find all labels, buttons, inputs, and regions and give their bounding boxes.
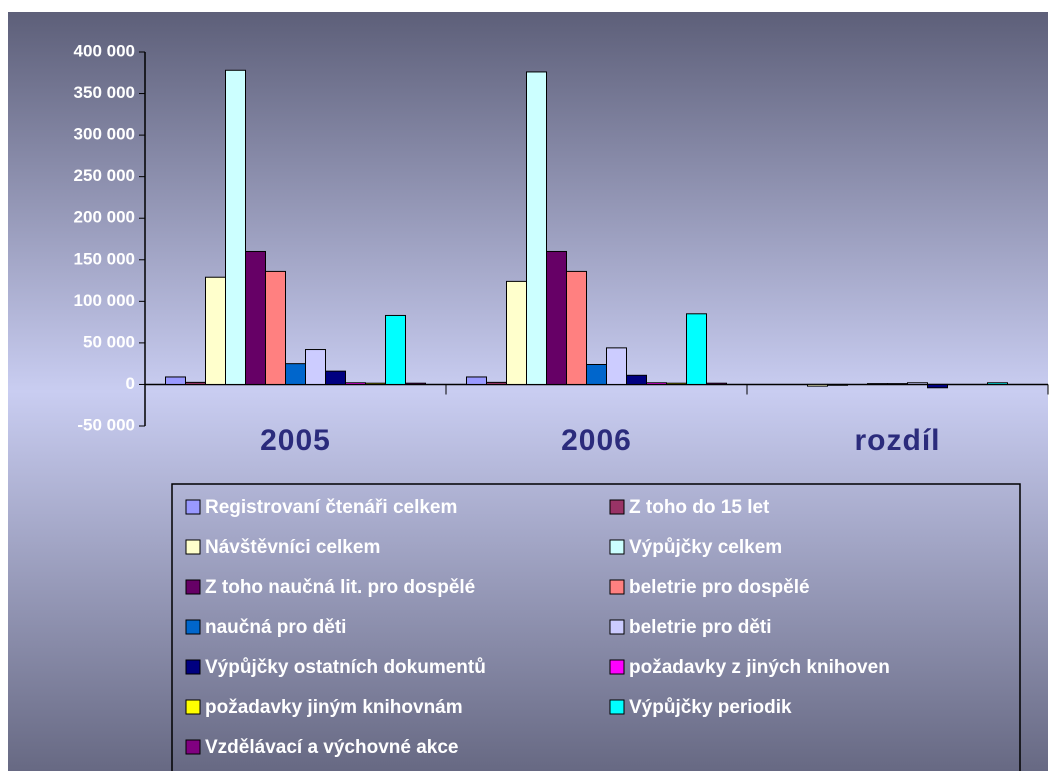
legend-swatch bbox=[609, 499, 625, 515]
legend-swatch bbox=[609, 619, 625, 635]
bar bbox=[405, 382, 426, 385]
bar bbox=[526, 71, 547, 385]
legend-swatch bbox=[185, 659, 201, 675]
x-tick-label: 2005 bbox=[260, 424, 331, 457]
legend-swatch bbox=[609, 659, 625, 675]
bar bbox=[586, 363, 607, 385]
bar bbox=[666, 382, 687, 385]
bar bbox=[506, 280, 527, 385]
bar bbox=[486, 381, 507, 385]
bar bbox=[546, 250, 567, 385]
bar bbox=[325, 370, 346, 385]
legend-swatch bbox=[609, 579, 625, 595]
bar bbox=[185, 381, 206, 385]
legend-label: Výpůjčky celkem bbox=[629, 537, 782, 558]
legend-label: Registrovaní čtenáři celkem bbox=[205, 497, 457, 518]
y-tick-label: 250 000 bbox=[74, 166, 135, 185]
legend-box bbox=[171, 483, 1021, 771]
legend-swatch bbox=[185, 739, 201, 755]
legend-swatch bbox=[185, 619, 201, 635]
x-tick-label: 2006 bbox=[561, 424, 632, 457]
bar bbox=[265, 270, 286, 385]
x-tick-label: rozdíl bbox=[855, 424, 941, 457]
bar bbox=[285, 363, 306, 385]
bar bbox=[365, 382, 386, 385]
legend-label: beletrie pro děti bbox=[629, 617, 772, 638]
legend-swatch bbox=[185, 699, 201, 715]
bar bbox=[646, 382, 667, 385]
y-tick-label: 300 000 bbox=[74, 125, 135, 144]
y-tick-label: 50 000 bbox=[83, 332, 135, 351]
legend-label: Výpůjčky periodik bbox=[629, 697, 792, 718]
bar bbox=[466, 376, 487, 385]
bar bbox=[907, 382, 928, 385]
legend-swatch bbox=[185, 539, 201, 555]
y-tick-label: 400 000 bbox=[74, 41, 135, 60]
y-tick-label: 0 bbox=[126, 374, 135, 393]
legend-label: beletrie pro dospělé bbox=[629, 577, 810, 598]
bar bbox=[345, 382, 366, 385]
legend-swatch bbox=[609, 539, 625, 555]
y-tick-label: 100 000 bbox=[74, 291, 135, 310]
bar bbox=[305, 349, 326, 385]
bar bbox=[626, 374, 647, 385]
legend-label: požadavky jiným knihovnám bbox=[205, 697, 463, 718]
bar bbox=[867, 383, 888, 385]
legend-swatch bbox=[185, 579, 201, 595]
legend-label: Vzdělávací a výchovné akce bbox=[205, 737, 459, 758]
y-tick-label: 150 000 bbox=[74, 249, 135, 268]
bar bbox=[225, 69, 246, 385]
bar bbox=[807, 383, 828, 387]
bar bbox=[566, 270, 587, 385]
bar bbox=[706, 382, 727, 385]
legend-swatch bbox=[609, 699, 625, 715]
bar bbox=[165, 376, 186, 385]
bar bbox=[927, 383, 948, 389]
legend-label: požadavky z jiných knihoven bbox=[629, 657, 890, 678]
bar bbox=[987, 382, 1008, 385]
bar bbox=[887, 383, 908, 385]
legend-label: Výpůjčky ostatních dokumentů bbox=[205, 657, 486, 678]
bar bbox=[827, 383, 848, 386]
legend-swatch bbox=[185, 499, 201, 515]
legend-label: Z toho do 15 let bbox=[629, 497, 770, 518]
legend-label: Návštěvníci celkem bbox=[205, 537, 380, 558]
legend-label: naučná pro děti bbox=[205, 617, 346, 638]
bar bbox=[245, 250, 266, 385]
y-tick-label: 200 000 bbox=[74, 208, 135, 227]
legend-label: Z toho naučná lit. pro dospělé bbox=[205, 577, 475, 598]
y-tick-label: -50 000 bbox=[77, 415, 135, 434]
bar bbox=[606, 347, 627, 385]
bar bbox=[686, 313, 707, 385]
bar bbox=[385, 314, 406, 385]
y-tick-label: 350 000 bbox=[74, 83, 135, 102]
bar bbox=[205, 276, 226, 385]
